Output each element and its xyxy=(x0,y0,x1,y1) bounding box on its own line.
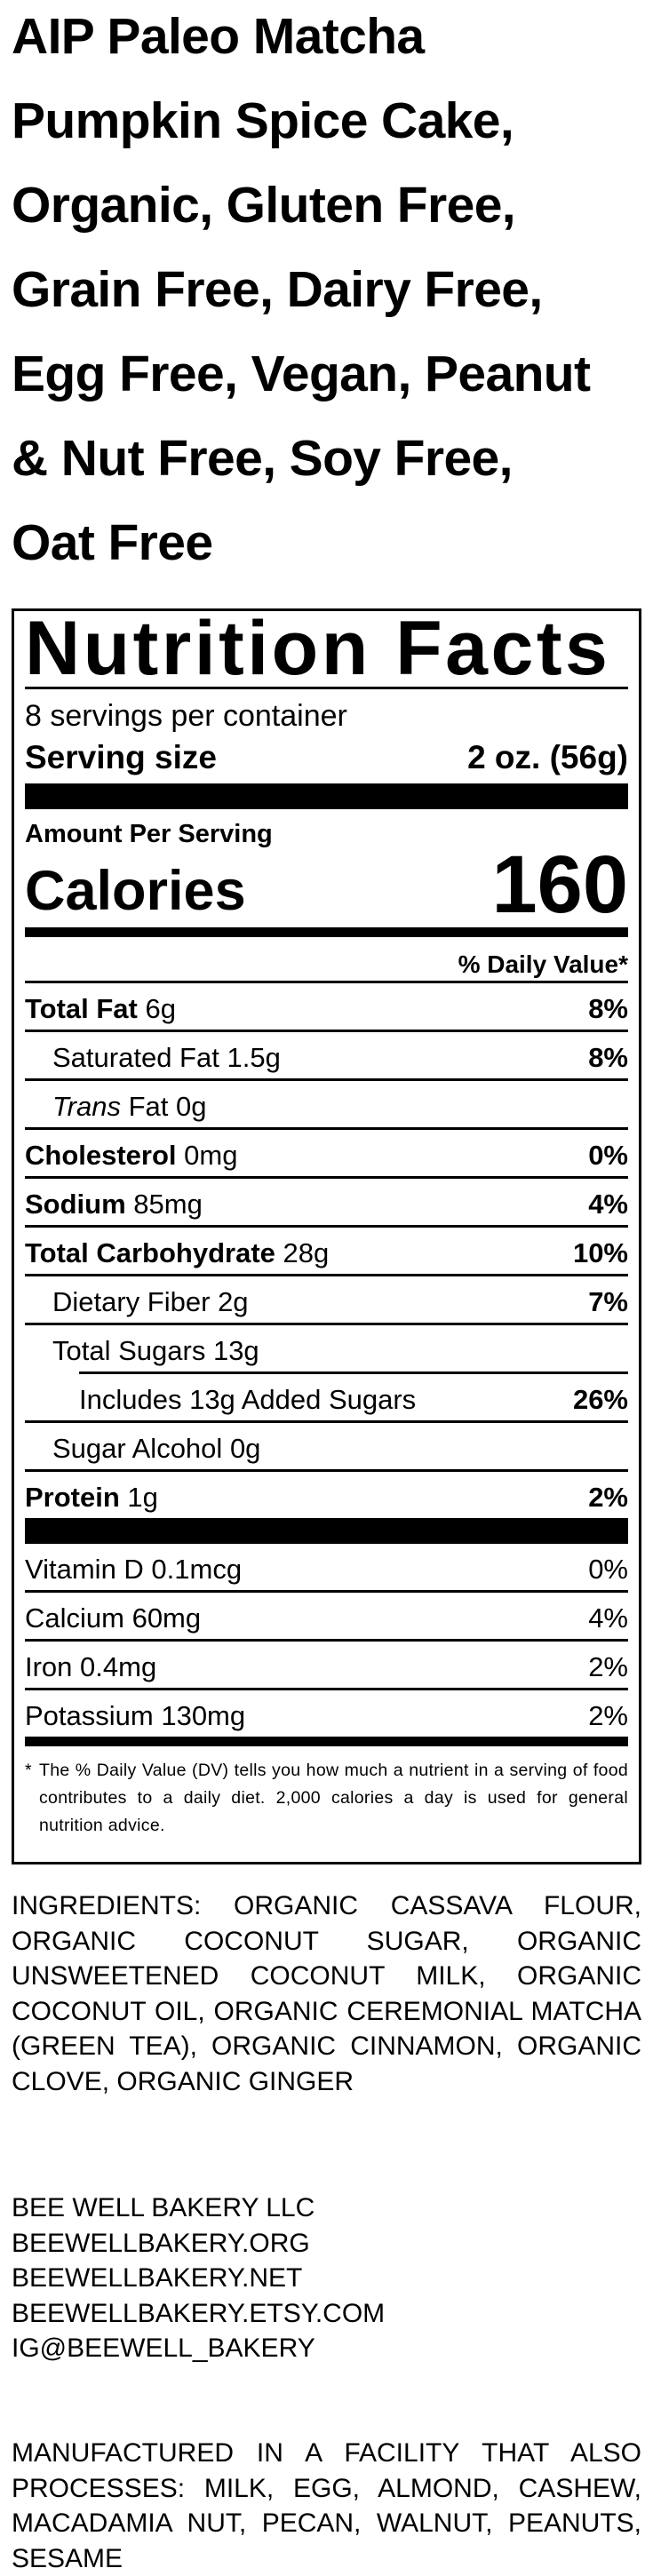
title-line: Pumpkin Spice Cake, xyxy=(12,92,514,149)
vitamin-dv: 2% xyxy=(588,1700,628,1731)
nutrient-amount: 2g xyxy=(218,1286,249,1317)
vitamin-text: Vitamin D 0.1mcg xyxy=(25,1554,243,1585)
company-line: BEEWELLBAKERY.NET xyxy=(12,2263,303,2293)
nutrient-amount: 85mg xyxy=(133,1189,203,1220)
nutrient-row-trans-fat: Trans Fat 0g xyxy=(25,1081,628,1130)
nutrient-name: Dietary Fiber xyxy=(52,1286,211,1317)
vitamin-text: Calcium 60mg xyxy=(25,1602,202,1634)
nutrient-row-cholesterol: Cholesterol 0mg 0% xyxy=(25,1130,628,1179)
vitamin-dv: 2% xyxy=(588,1651,628,1682)
nutrient-row-protein: Protein 1g 2% xyxy=(25,1472,628,1518)
nutrient-name: Total Carbohydrate xyxy=(25,1237,275,1268)
company-line: BEEWELLBAKERY.ETSY.COM xyxy=(12,2298,386,2328)
thick-divider xyxy=(25,1518,628,1544)
amount-per-serving: Amount Per Serving xyxy=(25,820,273,848)
serving-size-value: 2 oz. (56g) xyxy=(467,739,628,775)
serving-size-row: Serving size 2 oz. (56g) xyxy=(25,735,628,783)
thick-divider xyxy=(25,783,628,809)
nutrient-amount: 1.5g xyxy=(227,1042,281,1073)
company-info: BEE WELL BAKERY LLC BEEWELLBAKERY.ORG BE… xyxy=(12,2190,641,2366)
vitamin-dv: 4% xyxy=(588,1602,628,1634)
nutrient-name: Total Fat xyxy=(25,993,138,1024)
vitamin-text: Iron 0.4mg xyxy=(25,1651,157,1682)
allergen-statement: MANUFACTURED IN A FACILITY THAT ALSO PRO… xyxy=(12,2438,641,2573)
title-line: Egg Free, Vegan, Peanut xyxy=(12,346,591,402)
nutrient-name: Sodium xyxy=(25,1189,126,1220)
nutrient-name: Protein xyxy=(25,1482,120,1513)
nutrient-row-sodium: Sodium 85mg 4% xyxy=(25,1179,628,1228)
calories-value: 160 xyxy=(491,839,629,930)
calories-row: Calories 160 xyxy=(25,839,629,930)
nutrient-amount: Fat 0g xyxy=(128,1091,207,1122)
nutrient-row-added-sugars: Includes 13g Added Sugars 26% xyxy=(25,1374,628,1423)
nutrient-name: Includes 13g Added Sugars xyxy=(79,1384,417,1415)
nutrient-dv: 4% xyxy=(588,1189,628,1220)
title-line: Oat Free xyxy=(12,514,213,571)
nutrient-dv: 26% xyxy=(572,1384,628,1415)
nutrient-dv: 8% xyxy=(588,1042,628,1073)
indented-divider xyxy=(79,1371,628,1374)
vitamin-row-potassium: Potassium 130mg 2% xyxy=(25,1690,628,1737)
nutrient-name: Saturated Fat xyxy=(52,1042,219,1073)
product-title: AIP Paleo Matcha Pumpkin Spice Cake, Org… xyxy=(12,0,647,585)
nutrient-amount: 0mg xyxy=(184,1140,238,1171)
nutrient-name: Sugar Alcohol xyxy=(52,1433,223,1464)
title-line: & Nut Free, Soy Free, xyxy=(12,430,513,487)
nutrient-row-sugar-alcohol: Sugar Alcohol 0g xyxy=(25,1423,628,1472)
nutrient-row-total-fat: Total Fat 6g 8% xyxy=(25,983,628,1032)
nutrient-row-total-carbohydrate: Total Carbohydrate 28g 10% xyxy=(25,1228,628,1276)
nutrient-row-saturated-fat: Saturated Fat 1.5g 8% xyxy=(25,1032,628,1081)
company-line: IG@BEEWELL_BAKERY xyxy=(12,2334,315,2363)
serving-size-label: Serving size xyxy=(25,739,217,775)
vitamin-row-calcium: Calcium 60mg 4% xyxy=(25,1593,628,1642)
medium-divider xyxy=(25,927,628,937)
nutrient-dv: 10% xyxy=(572,1237,628,1268)
nutrient-dv: 2% xyxy=(588,1482,628,1513)
nutrient-row-dietary-fiber: Dietary Fiber 2g 7% xyxy=(25,1276,628,1325)
vitamin-dv: 0% xyxy=(588,1554,628,1585)
nutrient-dv: 0% xyxy=(588,1140,628,1171)
title-line: Grain Free, Dairy Free, xyxy=(12,261,543,318)
ingredients-list: INGREDIENTS: ORGANIC CASSAVA FLOUR, ORGA… xyxy=(12,1891,641,2096)
vitamin-row-iron: Iron 0.4mg 2% xyxy=(25,1642,628,1690)
vitamin-row-vitamin-d: Vitamin D 0.1mcg 0% xyxy=(25,1544,628,1593)
nutrient-dv: 7% xyxy=(588,1286,628,1317)
nutrient-row-total-sugars: Total Sugars 13g xyxy=(25,1325,628,1371)
vitamin-text: Potassium 130mg xyxy=(25,1700,246,1731)
calories-label: Calories xyxy=(25,860,246,922)
title-line: AIP Paleo Matcha xyxy=(12,8,425,65)
nutrient-name: Total Sugars xyxy=(52,1335,206,1366)
title-line: Organic, Gluten Free, xyxy=(12,177,516,234)
footnote-text: The % Daily Value (DV) tells you how muc… xyxy=(39,1761,628,1835)
servings-per-container: 8 servings per container xyxy=(25,699,347,733)
nutrient-amount: 0g xyxy=(229,1433,261,1464)
company-line: BEEWELLBAKERY.ORG xyxy=(12,2228,310,2258)
nutrient-name: Trans xyxy=(52,1091,121,1122)
nutrient-dv: 8% xyxy=(588,993,628,1024)
daily-value-footnote: * The % Daily Value (DV) tells you how m… xyxy=(25,1746,628,1840)
nutrient-amount: 6g xyxy=(145,993,176,1024)
nutrition-facts-heading: Nutrition Facts xyxy=(25,610,628,689)
nutrition-facts-label: Nutrition Facts 8 servings per container… xyxy=(12,608,641,1864)
nutrient-amount: 13g xyxy=(212,1335,259,1366)
daily-value-header: % Daily Value* xyxy=(25,937,628,983)
nutrient-name: Cholesterol xyxy=(25,1140,177,1171)
nutrient-amount: 1g xyxy=(127,1482,158,1513)
company-line: BEE WELL BAKERY LLC xyxy=(12,2193,315,2222)
nutrient-amount: 28g xyxy=(283,1237,330,1268)
footnote-asterisk: * xyxy=(25,1761,32,1780)
medium-divider xyxy=(25,1737,628,1746)
